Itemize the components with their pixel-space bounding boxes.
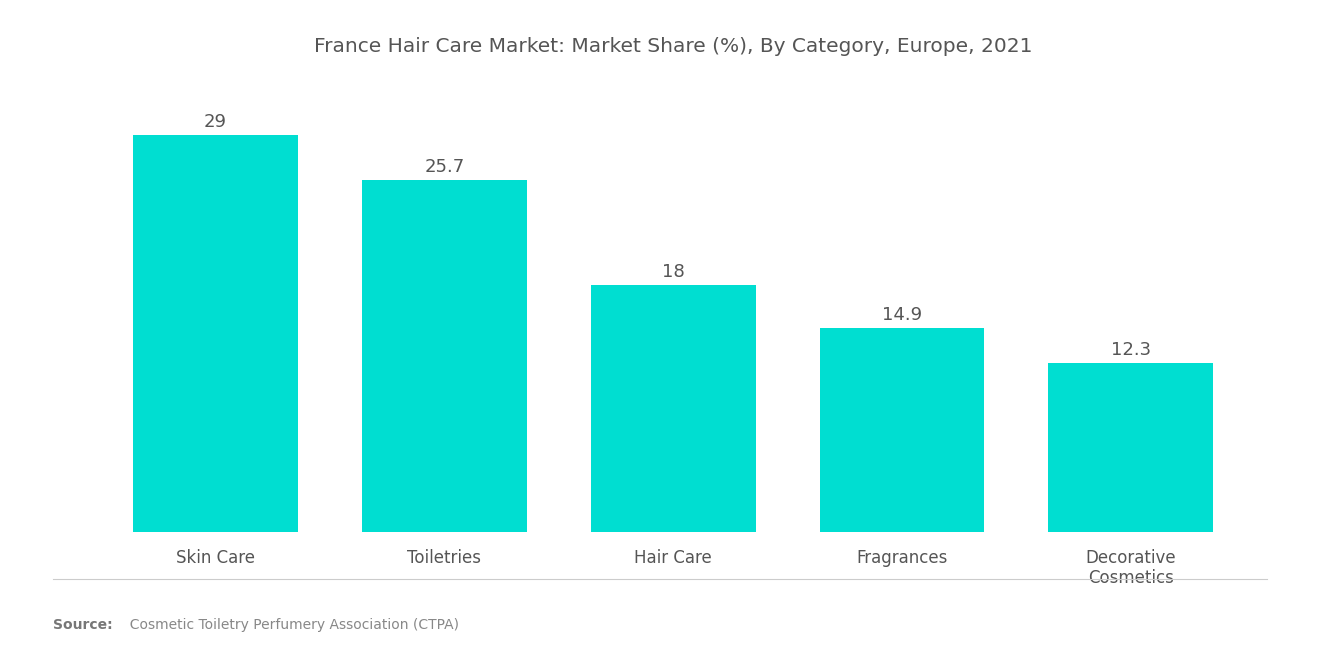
Text: Cosmetic Toiletry Perfumery Association (CTPA): Cosmetic Toiletry Perfumery Association … <box>121 618 459 632</box>
Text: 14.9: 14.9 <box>882 306 923 324</box>
Bar <box>591 285 755 532</box>
Text: Source:: Source: <box>53 618 112 632</box>
Title: France Hair Care Market: Market Share (%), By Category, Europe, 2021: France Hair Care Market: Market Share (%… <box>314 37 1032 56</box>
Text: 18: 18 <box>661 263 685 281</box>
Bar <box>133 134 298 532</box>
Text: 25.7: 25.7 <box>424 158 465 176</box>
Bar <box>820 328 985 532</box>
Text: 29: 29 <box>205 112 227 130</box>
Bar <box>362 180 527 532</box>
Text: 12.3: 12.3 <box>1110 341 1151 359</box>
Bar <box>1048 364 1213 532</box>
